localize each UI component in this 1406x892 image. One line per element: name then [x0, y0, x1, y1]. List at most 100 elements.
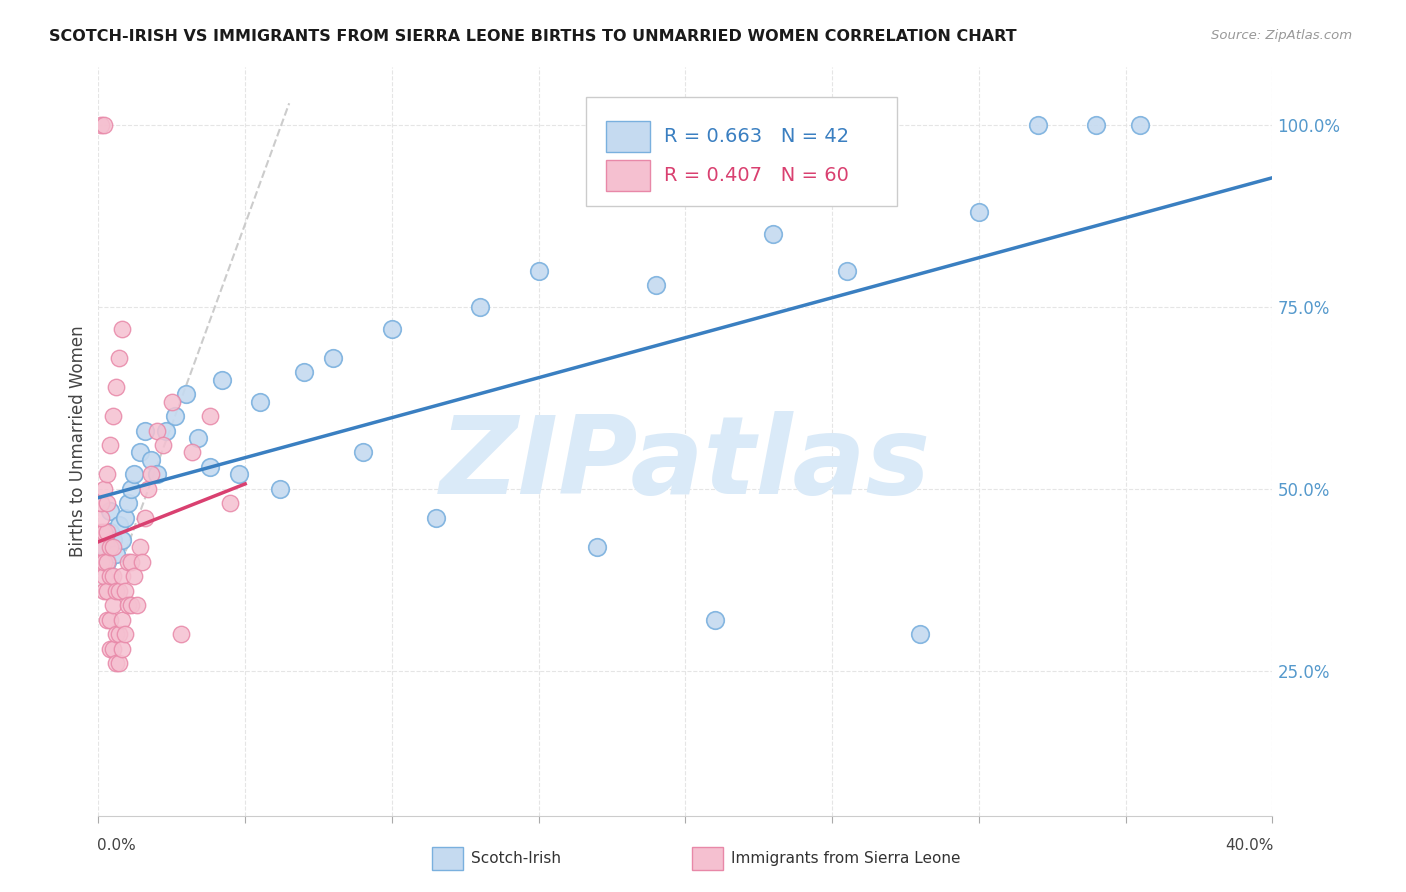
Text: Source: ZipAtlas.com: Source: ZipAtlas.com: [1212, 29, 1353, 42]
Point: [90, 496, 112, 510]
Point: [703, 613, 725, 627]
Text: 40.0%: 40.0%: [1225, 838, 1274, 853]
Point: [98, 525, 121, 540]
Point: [96, 583, 118, 598]
Point: [146, 424, 169, 438]
Point: [98, 438, 121, 452]
Point: [117, 598, 139, 612]
Point: [160, 394, 183, 409]
Point: [101, 540, 124, 554]
Point: [352, 445, 374, 459]
Point: [90, 118, 112, 132]
Text: ZIPatlas: ZIPatlas: [440, 411, 931, 517]
Point: [101, 533, 124, 547]
Point: [96, 496, 118, 510]
Point: [141, 467, 163, 482]
Point: [586, 540, 609, 554]
Point: [108, 583, 131, 598]
Point: [90, 511, 112, 525]
Text: SCOTCH-IRISH VS IMMIGRANTS FROM SIERRA LEONE BIRTHS TO UNMARRIED WOMEN CORRELATI: SCOTCH-IRISH VS IMMIGRANTS FROM SIERRA L…: [49, 29, 1017, 44]
Point: [111, 569, 134, 583]
Point: [122, 569, 145, 583]
Point: [96, 467, 118, 482]
Point: [122, 467, 145, 482]
Point: [90, 540, 112, 554]
Point: [117, 496, 139, 510]
Point: [98, 641, 121, 656]
Point: [211, 373, 233, 387]
Point: [910, 627, 932, 641]
Y-axis label: Births to Unmarried Women: Births to Unmarried Women: [69, 326, 87, 558]
Point: [181, 445, 204, 459]
Point: [114, 511, 136, 525]
Point: [169, 627, 191, 641]
Point: [128, 540, 150, 554]
Point: [105, 547, 128, 561]
Point: [98, 540, 121, 554]
Point: [93, 525, 115, 540]
Point: [136, 482, 159, 496]
Point: [108, 657, 131, 671]
Point: [1085, 118, 1108, 132]
Point: [120, 598, 142, 612]
Point: [90, 555, 112, 569]
Point: [90, 525, 112, 540]
Point: [134, 424, 156, 438]
Point: [425, 511, 447, 525]
Point: [468, 300, 491, 314]
Point: [134, 511, 156, 525]
Point: [108, 518, 131, 533]
Point: [117, 555, 139, 569]
Point: [93, 555, 115, 569]
Point: [101, 641, 124, 656]
Point: [249, 394, 271, 409]
Point: [198, 460, 221, 475]
Point: [198, 409, 221, 423]
Text: Immigrants from Sierra Leone: Immigrants from Sierra Leone: [731, 851, 960, 865]
Point: [835, 263, 858, 277]
Point: [114, 583, 136, 598]
Point: [98, 503, 121, 517]
Point: [96, 525, 118, 540]
Point: [146, 467, 169, 482]
Point: [141, 452, 163, 467]
Point: [96, 555, 118, 569]
Point: [187, 431, 209, 445]
Point: [269, 482, 291, 496]
Point: [108, 627, 131, 641]
Point: [93, 482, 115, 496]
Point: [152, 438, 174, 452]
Point: [96, 555, 118, 569]
Point: [105, 380, 128, 394]
Bar: [606, 120, 650, 153]
Point: [108, 351, 131, 365]
Text: R = 0.663   N = 42: R = 0.663 N = 42: [664, 127, 849, 146]
Point: [125, 598, 148, 612]
Point: [114, 627, 136, 641]
Point: [527, 263, 550, 277]
Text: Scotch-Irish: Scotch-Irish: [471, 851, 561, 865]
Point: [93, 540, 115, 554]
Bar: [606, 160, 650, 191]
Point: [131, 555, 153, 569]
Text: R = 0.407   N = 60: R = 0.407 N = 60: [664, 166, 849, 185]
Point: [96, 613, 118, 627]
Point: [645, 278, 668, 293]
Point: [93, 118, 115, 132]
Point: [1026, 118, 1049, 132]
Point: [228, 467, 250, 482]
Point: [93, 583, 115, 598]
Point: [105, 583, 128, 598]
Point: [120, 482, 142, 496]
Point: [1129, 118, 1152, 132]
Point: [163, 409, 186, 423]
Point: [111, 641, 134, 656]
Point: [155, 424, 177, 438]
Point: [176, 387, 198, 401]
Point: [120, 555, 142, 569]
Point: [93, 569, 115, 583]
Point: [101, 569, 124, 583]
Point: [381, 322, 404, 336]
Point: [322, 351, 344, 365]
Point: [101, 598, 124, 612]
